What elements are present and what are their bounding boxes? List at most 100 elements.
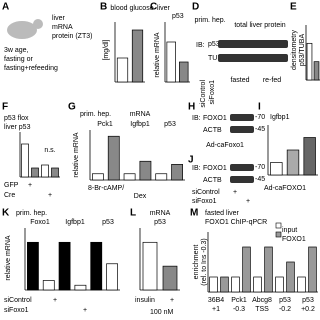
blot-band [230,176,254,183]
panel-label: -0.2 [279,306,291,313]
panel-label: IB: [196,42,205,49]
panel-label: siFoxo1 [192,198,217,205]
panel-label: n.s. [44,147,55,154]
mouse-head [33,19,43,29]
panel-label: mRNA [130,111,151,118]
panel-label: -0.3 [233,306,245,313]
blot-band [230,126,254,133]
panel-label: liver [157,5,171,12]
panel-label: p53 [302,297,314,304]
bar [123,173,136,181]
panel-label: Ad-caFoxo1 [206,142,244,149]
panel-label: FOXO1 [203,165,227,172]
panel-label: blood glucose [110,5,153,12]
panel-letter: F [2,102,8,113]
panel-label: 36B4 [208,297,224,304]
bar [231,276,240,293]
panel-label: input [282,227,297,234]
panel-letter: H [188,102,195,113]
panel-label: 8-Br-cAMP/ [88,185,124,192]
panel-label: ACTB [203,177,222,184]
panel-label: + [83,307,87,314]
bar [303,137,316,176]
bar [171,164,183,181]
panel-label: liver p53 [4,124,31,131]
bar [90,241,103,291]
panel-label: -70 [255,164,265,171]
panel-label: p53/TUBA [299,34,306,67]
panel-label: [mg/dl] [103,39,110,60]
panel-label: +0.2 [301,306,315,313]
panel-label: siControl [4,297,32,304]
panel-label: ACTB [203,127,222,134]
panel-label: siControl [200,80,207,108]
bar [242,246,251,293]
panel-label: -70 [255,114,265,121]
bar [131,29,144,83]
panel-letter: L [130,208,136,219]
panel-letter: J [188,155,194,166]
panel-label: p53 [208,41,220,48]
legend-swatch [275,231,282,238]
panel-label: relative mRNA [154,32,161,77]
panel-label: Cre [4,192,15,199]
legend-swatch [275,222,282,229]
panel-letter: M [190,208,198,219]
panel-label: insulin [135,297,155,304]
bar [58,241,71,291]
bar [286,149,300,176]
bar [107,135,120,181]
panel-letter: I [258,102,261,113]
bar [142,241,158,291]
panel-letter: D [192,2,199,13]
bar [209,276,218,293]
panel-label: FOXO1 [203,115,227,122]
panel-letter: A [2,2,9,13]
panel-label: re-fed [263,77,281,84]
bar [42,280,55,291]
bar [297,276,306,293]
blot-band [218,40,288,48]
panel-label: Pck1 [97,121,113,128]
panel-label: -45 [255,126,265,133]
bar [21,143,29,178]
panel-label: mRNA [150,210,171,217]
panel-label: 3w age, [4,47,29,54]
bar [313,61,320,81]
panel-label: p53 [164,121,176,128]
panel-label: TSS [255,306,269,313]
panel-label: p53 [154,219,166,226]
panel-label: fasted liver [205,210,240,217]
panel-label: + [170,297,174,304]
bar [306,42,313,81]
panel-label: Igfbp1 [270,114,290,121]
panel-label: total liver protein [234,22,285,29]
panel-label: siFoxo1 [209,80,216,105]
panel-label: -45 [255,176,265,183]
bar [275,276,284,293]
panel-label: p53 [172,13,184,20]
panel-label: TUBA [208,55,227,62]
panel-label: protein (ZT3) [52,33,92,40]
bar [179,61,189,83]
panel-label: + [48,192,52,199]
panel-label: GFP [4,182,19,189]
bar [270,162,283,176]
panel-label: IB: [192,165,201,172]
panel-label: 100 nM [150,309,174,316]
panel-label: Dex [134,193,147,200]
panel-label: Igfbp1 [65,219,85,226]
panel-label: + [53,297,57,304]
panel-label: prim. hep. [16,210,47,217]
bar [308,246,317,293]
bar [286,261,295,293]
panel-label: relative mRNA [73,132,80,177]
panel-label: + [233,189,237,196]
panel-letter: K [2,208,10,219]
bar [41,164,49,178]
panel-label: Abcg8 [252,297,272,304]
panel-label: FOXO1 ChIP-qPCR [205,219,267,226]
bar [264,246,273,293]
panel-label: + [28,182,32,189]
